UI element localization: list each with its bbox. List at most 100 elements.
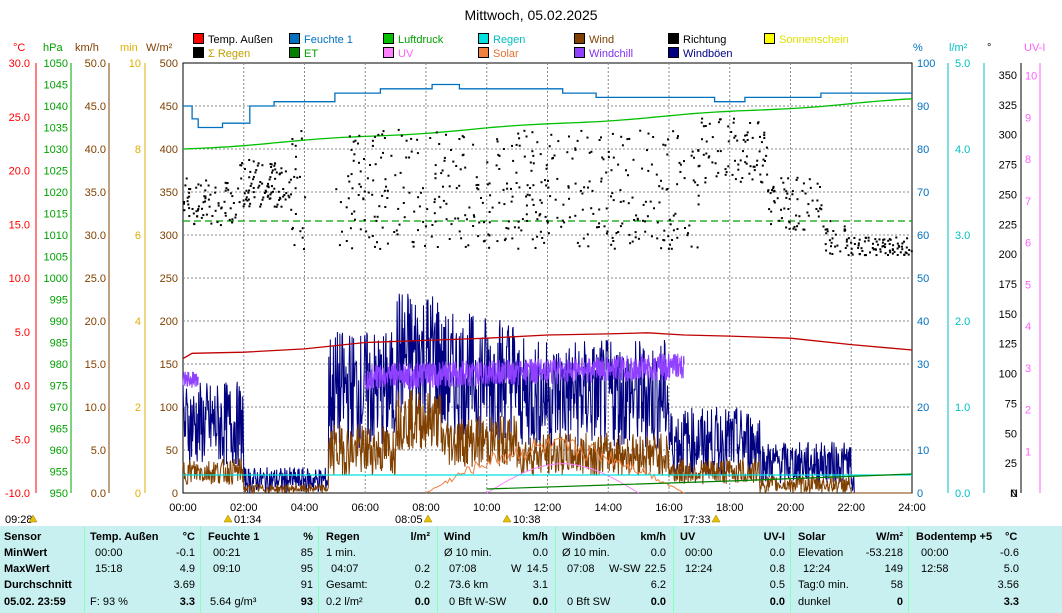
direction-point [831,237,834,240]
direction-point [550,133,553,136]
direction-point [285,192,288,195]
direction-point [904,251,907,254]
temp-max: 4.9 [179,563,195,575]
direction-point [857,246,860,249]
direction-point [528,194,531,197]
direction-point [365,230,368,233]
direction-point [620,135,623,138]
soil-current: 3.3 [1003,596,1019,608]
direction-point [515,143,518,146]
direction-point [189,188,192,191]
direction-point [826,228,829,231]
direction-point [523,129,526,132]
direction-point [830,245,832,248]
direction-point [613,247,616,250]
direction-point [737,168,740,171]
direction-point [763,131,766,134]
direction-point [188,188,191,190]
axis-unit-label: ° [987,42,991,54]
axis-unit-label: min [120,42,138,54]
direction-point [371,235,374,237]
direction-point [834,245,837,248]
legend-item: Richtung [668,33,726,47]
uvi-axis-tick: 4 [1025,321,1031,333]
direction-point [249,185,252,187]
direction-point [850,252,853,254]
minutes-axis-tick: 2 [135,402,141,414]
direction-point [200,216,203,219]
direction-point [245,198,247,201]
direction-axis-tick: 150 [999,309,1017,321]
direction-point [889,251,892,254]
direction-point [535,211,537,214]
direction-point [270,191,273,194]
direction-point [345,240,348,242]
direction-point [348,180,351,183]
direction-point [826,230,829,233]
direction-point [534,247,537,249]
direction-point [844,247,847,249]
direction-point [531,150,534,153]
direction-point [788,221,791,224]
legend-item: Windchill [574,47,633,61]
direction-point [737,163,740,166]
temp-avg: 3.69 [173,579,195,591]
direction-point [252,160,255,163]
direction-point [744,140,747,143]
footer-date: 05.02. 23:59 [4,596,66,608]
direction-point [861,250,864,252]
direction-point [697,194,700,197]
direction-point [622,200,625,203]
direction-point [417,229,419,232]
time-axis-tick: 08:00 [412,502,440,514]
direction-point [694,181,697,184]
direction-point [363,190,366,193]
direction-point [644,230,647,233]
hum-min: 85 [300,547,313,559]
temperature-line [182,332,913,360]
direction-point [252,175,255,178]
direction-point [526,184,529,187]
direction-point [663,229,666,232]
wind-axis-tick: 35.0 [85,187,106,199]
direction-point [204,200,207,203]
direction-point [184,184,187,187]
direction-point [458,184,461,187]
direction-point [243,192,246,195]
direction-point [229,207,232,210]
legend-label: Windböen [683,48,733,60]
direction-point [243,203,246,206]
rain-current: 0.0 [414,596,430,608]
direction-point [574,214,577,217]
direction-point [386,189,389,192]
direction-point [705,152,708,155]
direction-point [249,170,252,173]
legend-item: Σ Regen [193,47,250,61]
direction-point [477,183,480,186]
direction-point [825,249,828,252]
direction-point [382,151,384,154]
direction-point [819,186,821,188]
direction-point [525,135,528,138]
direction-point [847,237,850,240]
legend-swatch [478,33,489,44]
direction-point [832,230,835,232]
direction-point [202,214,205,217]
direction-point [656,221,659,224]
direction-point [424,244,426,247]
direction-point [619,189,622,192]
direction-point [765,146,768,149]
direction-point [353,153,356,156]
direction-point [628,233,631,236]
direction-point [884,252,887,255]
direction-point [503,203,506,206]
pressure-axis-tick: 970 [50,402,68,414]
direction-point [907,253,910,256]
legend-item: Solar [478,47,519,61]
direction-point [762,158,765,161]
direction-point [581,192,584,195]
direction-point [536,235,539,238]
direction-point [621,222,624,225]
direction-point [760,141,763,144]
direction-point [865,254,867,257]
